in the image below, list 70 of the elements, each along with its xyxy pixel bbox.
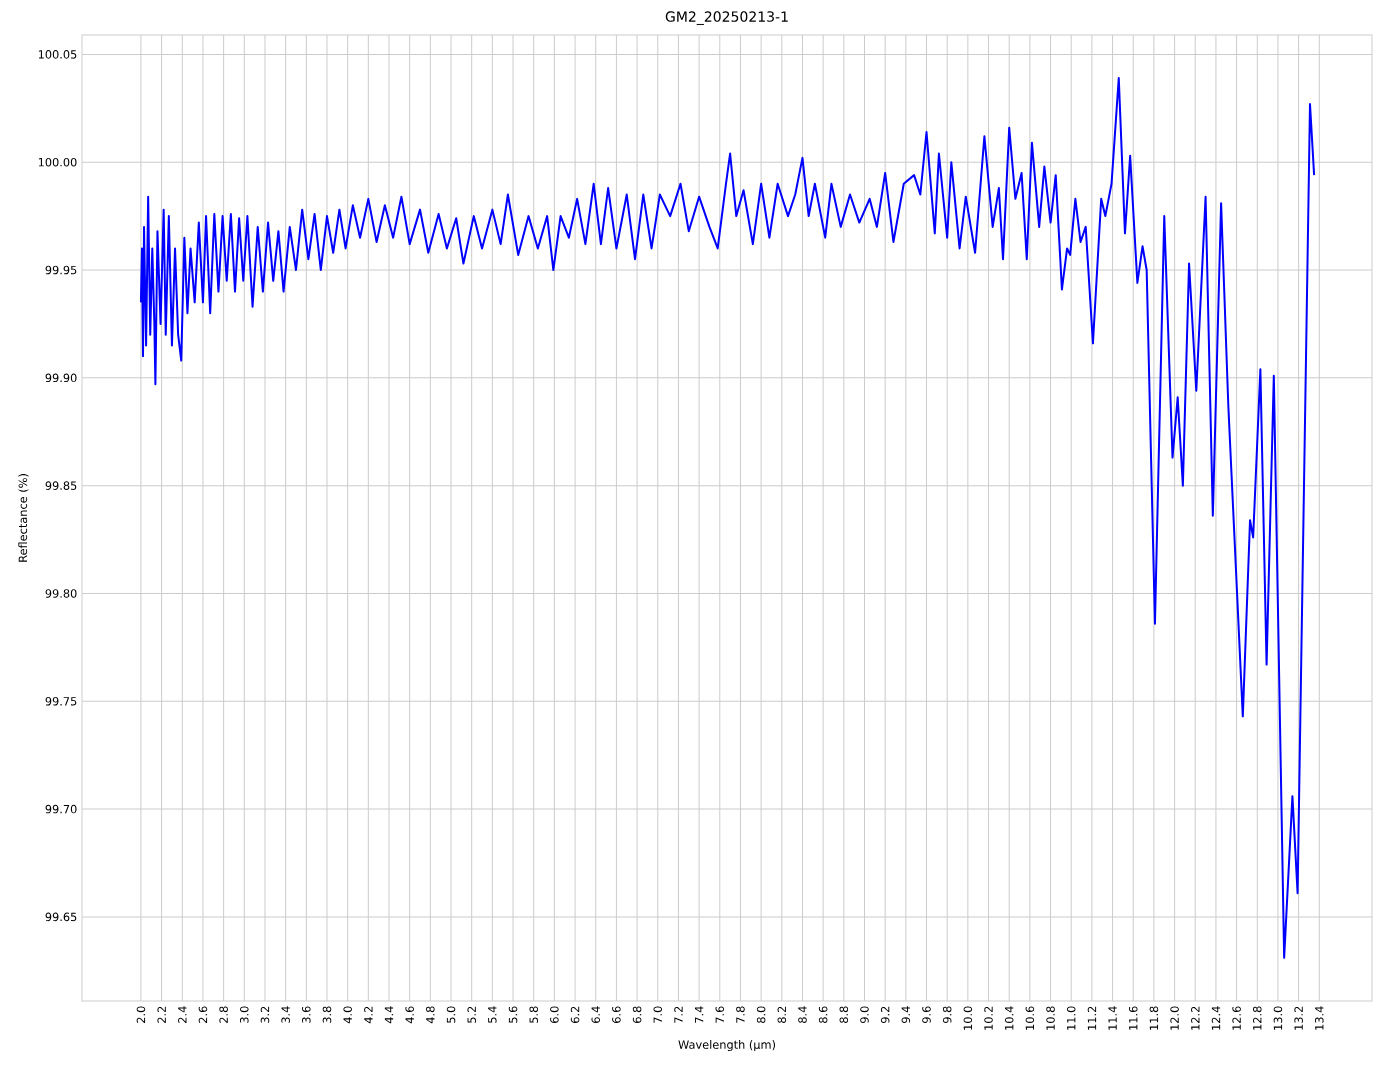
y-tick-label: 99.95 [45, 265, 77, 275]
x-tick-label: 7.4 [694, 1006, 704, 1023]
y-tick-label: 99.85 [45, 481, 77, 490]
x-tick-label: 6.8 [632, 1006, 642, 1023]
x-tick-label: 2.0 [136, 1006, 146, 1023]
x-tick-label: 2.8 [219, 1006, 228, 1023]
x-tick-label: 10.4 [1004, 1006, 1014, 1030]
x-tick-label: 5.2 [467, 1006, 476, 1023]
x-tick-label: 11.8 [1149, 1006, 1159, 1030]
x-tick-label: 3.0 [240, 1006, 249, 1023]
x-tick-label: 11.0 [1066, 1006, 1076, 1030]
x-tick-label: 8.4 [798, 1006, 807, 1023]
x-tick-label: 5.4 [488, 1006, 497, 1023]
x-tick-label: 9.0 [860, 1006, 869, 1024]
x-tick-label: 10.6 [1025, 1006, 1035, 1030]
x-tick-label: 11.4 [1108, 1006, 1117, 1030]
y-tick-label: 99.75 [45, 696, 77, 706]
x-tick-label: 10.0 [963, 1006, 973, 1030]
y-tick-label: 100.05 [38, 50, 77, 59]
x-tick-label: 5.0 [446, 1006, 456, 1023]
x-tick-label: 10.8 [1046, 1006, 1055, 1030]
x-tick-label: 11.6 [1128, 1006, 1138, 1030]
x-tick-label: 8.2 [777, 1006, 787, 1023]
x-tick-label: 10.2 [984, 1006, 993, 1030]
x-tick-label: 3.8 [322, 1006, 332, 1023]
x-tick-label: 9.2 [880, 1006, 890, 1024]
x-tick-label: 2.2 [157, 1006, 166, 1023]
x-tick-label: 13.4 [1315, 1006, 1324, 1030]
y-tick-label: 99.70 [45, 804, 77, 814]
x-tick-label: 5.8 [529, 1006, 539, 1023]
x-tick-label: 2.4 [178, 1006, 187, 1023]
x-tick-label: 6.4 [591, 1006, 601, 1023]
x-tick-label: 4.6 [405, 1006, 414, 1024]
x-tick-label: 4.2 [364, 1006, 373, 1024]
x-tick-label: 9.4 [901, 1006, 911, 1024]
x-tick-label: 8.0 [756, 1006, 766, 1023]
x-tick-label: 7.2 [674, 1006, 683, 1023]
x-tick-label: 4.4 [384, 1006, 394, 1024]
x-tick-label: 11.2 [1087, 1006, 1097, 1030]
chart-title: GM2_20250213-1 [665, 11, 788, 25]
x-tick-label: 13.0 [1273, 1006, 1283, 1030]
x-tick-label: 12.0 [1170, 1006, 1179, 1030]
x-tick-label: 7.0 [653, 1006, 663, 1023]
x-tick-label: 3.6 [302, 1006, 311, 1023]
x-tick-label: 6.6 [612, 1006, 621, 1023]
x-tick-label: 7.6 [715, 1006, 725, 1023]
x-tick-label: 2.6 [198, 1006, 208, 1023]
y-tick-label: 99.65 [45, 912, 77, 922]
x-tick-label: 7.8 [736, 1006, 745, 1023]
x-tick-label: 6.0 [550, 1006, 559, 1023]
x-tick-label: 3.4 [281, 1006, 290, 1023]
x-tick-label: 9.8 [942, 1006, 952, 1024]
x-tick-label: 12.2 [1191, 1006, 1200, 1030]
x-axis-title: Wavelength (μm) [678, 1040, 775, 1052]
y-tick-label: 99.90 [45, 373, 77, 383]
x-tick-label: 13.2 [1294, 1006, 1303, 1030]
x-tick-label: 9.6 [922, 1006, 931, 1024]
x-tick-label: 8.6 [818, 1006, 828, 1023]
y-tick-label: 100.00 [38, 157, 77, 167]
x-tick-label: 8.8 [839, 1006, 849, 1023]
x-tick-label: 6.2 [570, 1006, 580, 1023]
x-tick-label: 12.4 [1211, 1006, 1221, 1030]
y-axis-title: Reflectance (%) [18, 474, 29, 562]
x-tick-label: 12.8 [1253, 1006, 1262, 1030]
x-tick-label: 4.8 [426, 1006, 435, 1024]
x-tick-label: 4.0 [343, 1006, 352, 1024]
x-tick-label: 3.2 [260, 1006, 270, 1023]
y-tick-label: 99.80 [45, 589, 77, 598]
x-tick-label: 12.6 [1232, 1006, 1241, 1030]
x-tick-label: 5.6 [508, 1006, 518, 1023]
